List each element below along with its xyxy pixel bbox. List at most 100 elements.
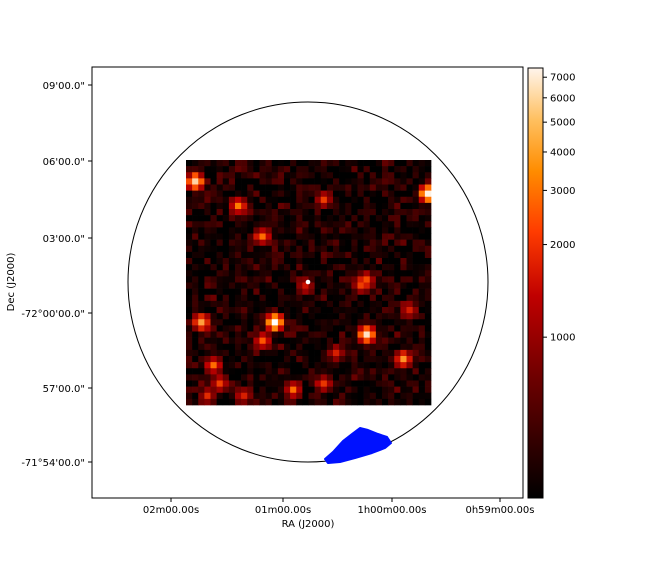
heatmap-cell: [247, 196, 254, 204]
heatmap-cell: [400, 392, 407, 400]
heatmap-cell: [326, 196, 334, 204]
heatmap-cell: [296, 184, 303, 191]
heatmap-cell: [259, 184, 266, 191]
heatmap-cell: [296, 166, 303, 173]
heatmap-cell: [406, 233, 413, 240]
heatmap-cell: [314, 258, 322, 265]
heatmap-cell: [222, 184, 230, 191]
heatmap-cell: [406, 319, 413, 326]
heatmap-cell: [394, 227, 401, 234]
heatmap-cell: [216, 349, 224, 357]
heatmap-cell: [235, 258, 242, 265]
heatmap-cell: [235, 221, 242, 228]
heatmap-cell: [253, 160, 260, 167]
heatmap-cell: [277, 190, 285, 198]
heatmap-cell: [290, 300, 297, 308]
heatmap-cell: [186, 196, 193, 204]
heatmap-cell: [357, 196, 364, 204]
heatmap-cell: [333, 190, 340, 198]
heatmap-cell: [308, 215, 315, 222]
heatmap-cell: [351, 337, 358, 345]
heatmap-cell: [290, 331, 297, 338]
heatmap-cell: [222, 196, 230, 204]
heatmap-cell: [406, 313, 413, 320]
heatmap-cell: [382, 202, 389, 210]
heatmap-cell: [210, 392, 217, 400]
heatmap-cell: [277, 300, 285, 308]
heatmap-cell: [382, 331, 389, 338]
heatmap-cell: [284, 325, 291, 332]
heatmap-cell: [382, 245, 389, 253]
heatmap-cell: [284, 337, 291, 345]
heatmap-cell: [241, 374, 248, 381]
heatmap-cell: [284, 300, 291, 308]
heatmap-cell: [192, 196, 199, 204]
heatmap-cell: [351, 368, 358, 375]
heatmap-cell: [375, 368, 383, 375]
heatmap-cell: [382, 337, 389, 345]
heatmap-cell: [363, 282, 371, 289]
heatmap-cell: [265, 325, 273, 332]
heatmap-cell: [271, 166, 279, 173]
heatmap-cell: [296, 349, 303, 357]
heatmap-cell: [351, 178, 358, 185]
heatmap-cell: [186, 307, 193, 314]
heatmap-cell: [204, 251, 211, 259]
colorbar-tick-label: 7000: [550, 73, 575, 84]
heatmap-cell: [198, 172, 205, 179]
heatmap-cell: [394, 343, 401, 351]
heatmap-cell: [382, 258, 389, 265]
heatmap-cell: [369, 325, 377, 332]
heatmap-cell: [228, 362, 236, 369]
heatmap-cell: [296, 313, 303, 320]
heatmap-cell: [210, 282, 217, 289]
heatmap-cell: [186, 368, 193, 375]
heatmap-cell: [253, 251, 260, 259]
heatmap-cell: [418, 209, 426, 216]
heatmap-cell: [253, 398, 260, 406]
heatmap-cell: [259, 258, 266, 265]
heatmap-cell: [228, 374, 236, 381]
heatmap-cell: [412, 392, 420, 400]
heatmap-cell: [253, 196, 260, 204]
heatmap-cell: [241, 307, 248, 314]
heatmap-cell: [326, 386, 334, 394]
heatmap-cell: [222, 178, 230, 185]
heatmap-cell: [339, 190, 346, 198]
heatmap-cell: [406, 251, 413, 259]
heatmap-cell: [186, 245, 193, 253]
heatmap-cell: [424, 368, 432, 375]
heatmap-cell: [241, 392, 248, 400]
heatmap-cell: [394, 331, 401, 338]
heatmap-cell: [265, 337, 273, 345]
heatmap-cell: [271, 300, 279, 308]
heatmap-cell: [228, 386, 236, 394]
heatmap-cell: [192, 380, 199, 387]
heatmap-cell: [320, 258, 328, 265]
heatmap-cell: [228, 215, 236, 222]
heatmap-cell: [339, 337, 346, 345]
heatmap-cell: [198, 215, 205, 222]
heatmap-cell: [241, 288, 248, 296]
heatmap-cell: [382, 368, 389, 375]
heatmap-cell: [222, 362, 230, 369]
heatmap-cell: [192, 209, 199, 216]
heatmap-cell: [326, 209, 334, 216]
heatmap-cell: [314, 172, 322, 179]
heatmap-cell: [277, 398, 285, 406]
heatmap-cell: [259, 215, 266, 222]
heatmap-cell: [345, 331, 352, 338]
heatmap-cell: [302, 300, 309, 308]
heatmap-cell: [204, 331, 211, 338]
heatmap-cell: [363, 221, 371, 228]
heatmap-cell: [259, 166, 266, 173]
heatmap-cell: [412, 270, 420, 277]
heatmap-cell: [247, 374, 254, 381]
heatmap-cell: [314, 209, 322, 216]
heatmap-cell: [253, 172, 260, 179]
heatmap-cell: [222, 245, 230, 253]
heatmap-cell: [412, 313, 420, 320]
heatmap-cell: [216, 319, 224, 326]
heatmap-cell: [235, 343, 242, 351]
